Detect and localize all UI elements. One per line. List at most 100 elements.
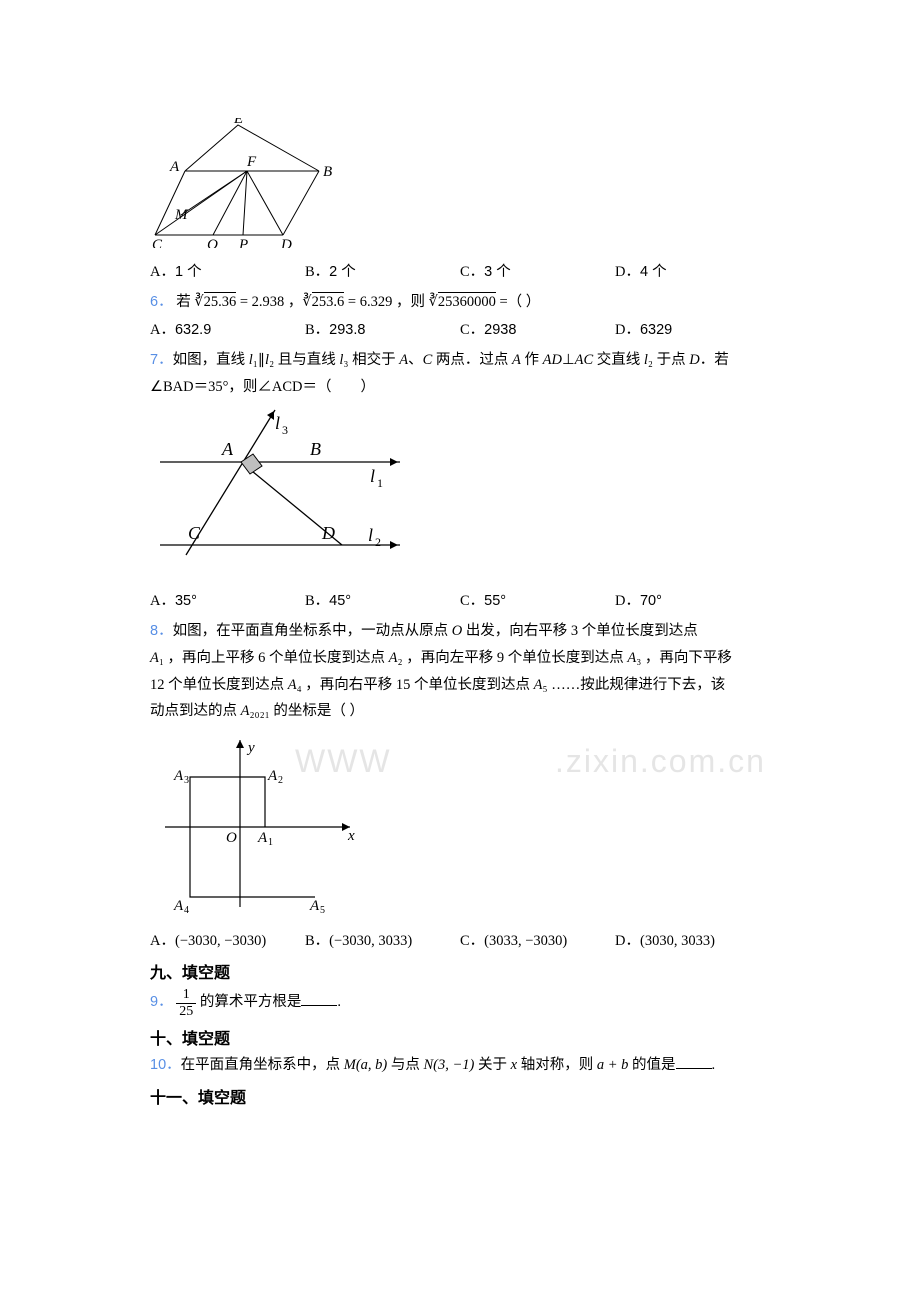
q6-num: 6． [150, 294, 173, 310]
svg-text:A: A [173, 898, 184, 914]
q6-text: 若 ∛25.36 = 2.938 ，∛253.6 = 6.329 ，则 ∛253… [176, 292, 540, 310]
svg-text:4: 4 [184, 905, 189, 916]
svg-text:x: x [347, 828, 355, 844]
q10-num: 10． [150, 1057, 181, 1073]
q10-n: N(3, −1) [424, 1057, 475, 1073]
option-text: 6329 [640, 322, 672, 338]
option-text: (−3030, 3033) [329, 933, 412, 949]
option-label: C． [460, 322, 484, 338]
q9-stem: 9． 1 25 的算术平方根是. [150, 987, 770, 1019]
q7-option-c: C．55° [460, 590, 615, 613]
q8-figure: y x O A1 A2 A3 A4 A5 [150, 732, 770, 922]
q6-option-d: D．6329 [615, 319, 770, 342]
q8-options: A．(−3030, −3030) B．(−3030, 3033) C．(3033… [150, 930, 770, 953]
option-label: D． [615, 264, 640, 280]
q8-num: 8． [150, 623, 173, 639]
sec10-heading: 十、填空题 [150, 1025, 770, 1049]
svg-text:O: O [226, 830, 237, 846]
q9-num: 9． [150, 994, 173, 1010]
svg-text:A: A [257, 830, 268, 846]
option-text: 1 个 [175, 264, 202, 280]
q5-option-d: D．4 个 [615, 261, 770, 284]
q10-a: 在平面直角坐标系中，点 [181, 1057, 344, 1073]
option-label: A． [150, 264, 175, 280]
svg-text:A: A [221, 439, 234, 459]
q8-option-c: C．(3033, −3030) [460, 930, 615, 953]
option-text: 55° [484, 593, 506, 609]
svg-text:F: F [246, 154, 257, 170]
option-text: 35° [175, 593, 197, 609]
q5-option-b: B．2 个 [305, 261, 460, 284]
q7-line2: ∠BAD＝35°，则∠ACD＝（ ） [150, 375, 770, 400]
option-label: A． [150, 322, 175, 338]
svg-text:D: D [321, 523, 335, 543]
option-label: C． [460, 593, 484, 609]
svg-text:M: M [174, 207, 189, 223]
q8-l1: 如图，在平面直角坐标系中，一动点从原点 O 出发，向右平移 3 个单位长度到达点 [173, 623, 698, 639]
q5-option-a: A．1 个 [150, 261, 305, 284]
sec9-heading: 九、填空题 [150, 959, 770, 983]
svg-text:y: y [246, 740, 255, 756]
q9-period: . [337, 994, 341, 1010]
sec11-heading: 十一、填空题 [150, 1084, 770, 1108]
q10-c: 关于 [474, 1057, 510, 1073]
q7-num: 7． [150, 352, 173, 368]
q10-m: M(a, b) [344, 1057, 388, 1073]
q8-l3: 12 个单位长度到达点 A₄ ，再向右平移 15 个单位长度到达点 A₅ ……按… [150, 673, 770, 698]
q10-d: 轴对称，则 [517, 1057, 597, 1073]
q10-blank [676, 1056, 712, 1069]
svg-text:2: 2 [278, 775, 283, 786]
option-text: (−3030, −3030) [175, 933, 266, 949]
option-text: (3033, −3030) [484, 933, 567, 949]
q5-figure: E A F B C M Q P D [150, 118, 770, 253]
q8-stem1: 8．如图，在平面直角坐标系中，一动点从原点 O 出发，向右平移 3 个单位长度到… [150, 619, 770, 644]
svg-text:1: 1 [268, 837, 273, 848]
q8-option-d: D．(3030, 3033) [615, 930, 770, 953]
svg-text:2: 2 [375, 535, 381, 549]
q6-option-a: A．632.9 [150, 319, 305, 342]
q8-option-a: A．(−3030, −3030) [150, 930, 305, 953]
q7-option-a: A．35° [150, 590, 305, 613]
option-label: B． [305, 322, 329, 338]
q9-fraction: 1 25 [176, 987, 196, 1019]
option-text: 632.9 [175, 322, 211, 338]
q7-figure: A B C D l3 l1 l2 [150, 407, 770, 582]
svg-text:D: D [280, 237, 292, 248]
svg-text:B: B [323, 164, 332, 180]
svg-text:C: C [188, 523, 201, 543]
q7-line1: 如图，直线 l₁∥l₂ 且与直线 l₃ 相交于 A、C 两点．过点 A 作 AD… [173, 352, 729, 368]
svg-text:l: l [370, 466, 375, 486]
q10-stem: 10．在平面直角坐标系中，点 M(a, b) 与点 N(3, −1) 关于 x … [150, 1053, 770, 1078]
q8-l2: A₁ ，再向上平移 6 个单位长度到达点 A₂ ，再向左平移 9 个单位长度到达… [150, 646, 770, 671]
q7-option-d: D．70° [615, 590, 770, 613]
svg-text:A: A [309, 898, 320, 914]
q10-b: 与点 [387, 1057, 423, 1073]
svg-text:C: C [152, 237, 163, 248]
q6-option-c: C．2938 [460, 319, 615, 342]
svg-text:1: 1 [377, 476, 383, 490]
option-text: (3030, 3033) [640, 933, 715, 949]
option-label: D． [615, 322, 640, 338]
option-label: D． [615, 933, 640, 949]
option-label: B． [305, 933, 329, 949]
q8-l4: 动点到达的点 A₂₀₂₁ 的坐标是（ ） [150, 699, 770, 724]
q7-options: A．35° B．45° C．55° D．70° [150, 590, 770, 613]
svg-text:3: 3 [184, 775, 189, 786]
option-text: 293.8 [329, 322, 365, 338]
frac-num: 1 [176, 987, 196, 1003]
svg-text:l: l [275, 413, 280, 433]
q9-blank [301, 993, 337, 1006]
q6-stem: 6． 若 ∛25.36 = 2.938 ，∛253.6 = 6.329 ，则 ∛… [150, 290, 770, 315]
option-text: 2938 [484, 322, 516, 338]
option-text: 4 个 [640, 264, 667, 280]
svg-text:3: 3 [282, 423, 288, 437]
svg-text:l: l [368, 525, 373, 545]
svg-text:A: A [173, 768, 184, 784]
option-label: B． [305, 264, 329, 280]
q6-option-b: B．293.8 [305, 319, 460, 342]
q6-options: A．632.9 B．293.8 C．2938 D．6329 [150, 319, 770, 342]
q10-e: 的值是 [628, 1057, 675, 1073]
q7-stem: 7．如图，直线 l₁∥l₂ 且与直线 l₃ 相交于 A、C 两点．过点 A 作 … [150, 348, 770, 373]
option-label: A． [150, 593, 175, 609]
svg-text:P: P [238, 237, 248, 248]
